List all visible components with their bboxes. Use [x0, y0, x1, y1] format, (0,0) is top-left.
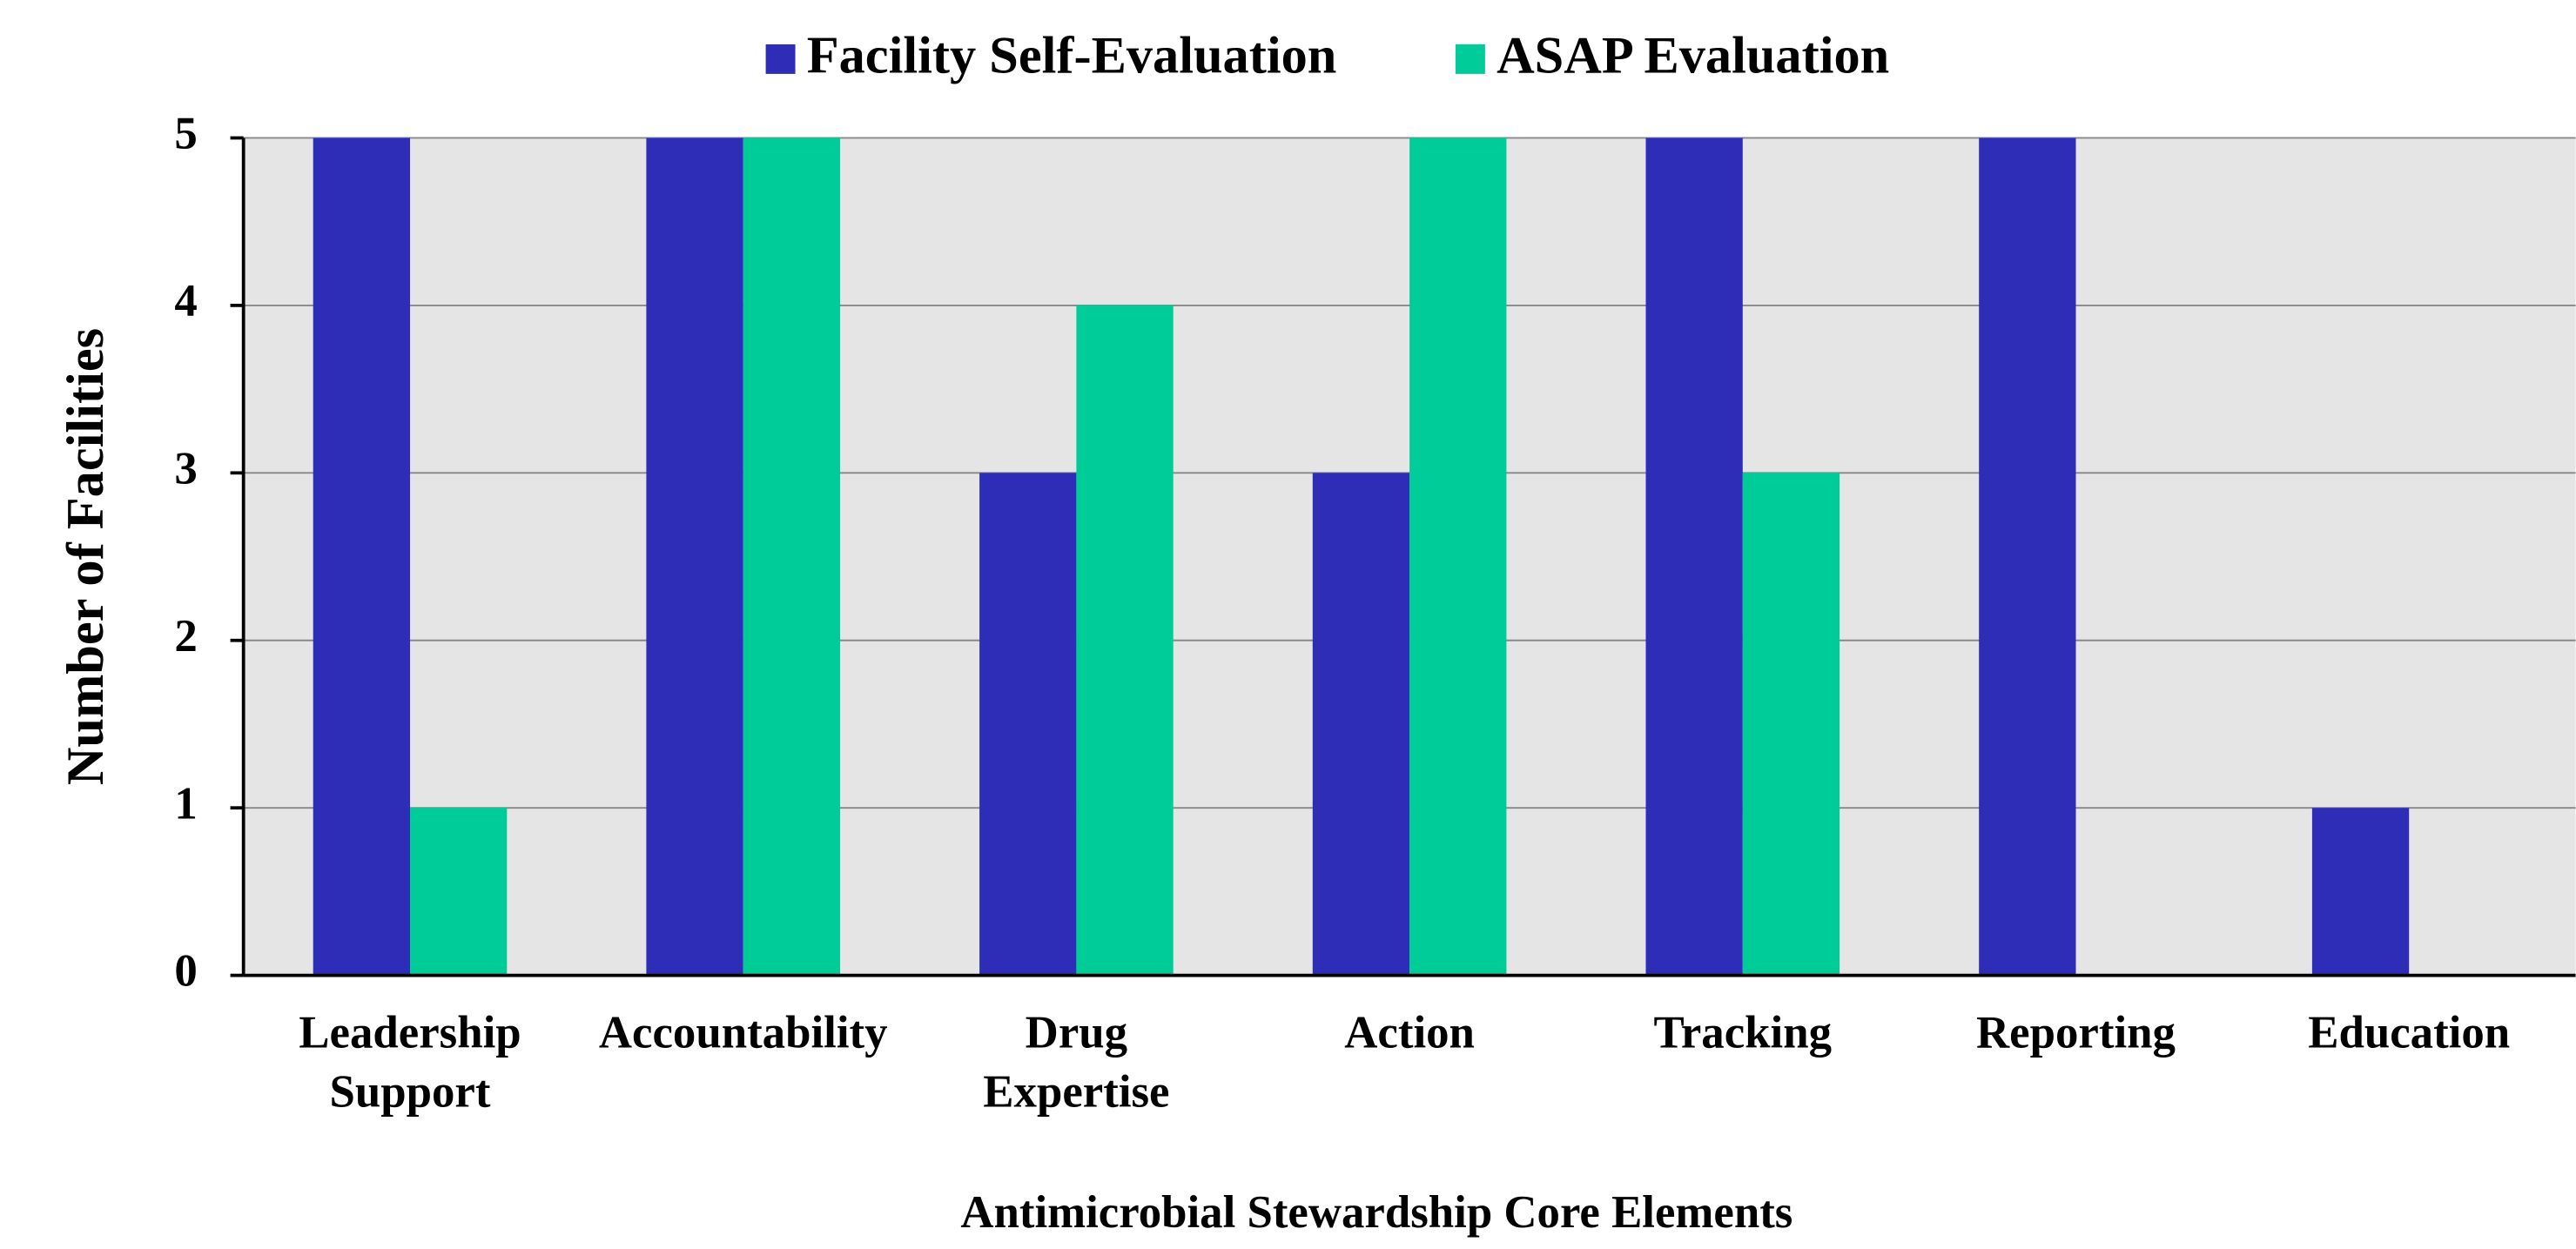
y-tick-label: 3: [174, 443, 197, 494]
bar: [1979, 138, 2076, 976]
x-tick-label-box: Accountability: [598, 1008, 888, 1059]
bar: [1409, 138, 1507, 976]
x-tick-label-box: Leadership Support: [299, 1008, 521, 1118]
bar: [1742, 473, 1840, 976]
bar: [410, 808, 508, 976]
bar: [743, 138, 841, 976]
x-tick-label: Drug Expertise: [983, 1008, 1170, 1118]
y-tick-label: 1: [174, 778, 197, 829]
bar: [646, 138, 743, 976]
x-tick-label: Action: [1344, 1008, 1475, 1059]
x-tick-label: Reporting: [1976, 1008, 2176, 1059]
bar: [1312, 473, 1410, 976]
x-tick-label: Leadership Support: [299, 1008, 521, 1118]
bar: [979, 473, 1077, 976]
bar: [2311, 808, 2410, 976]
legend-swatch: [765, 44, 796, 74]
bar: [1645, 138, 1743, 976]
bar: [1076, 305, 1174, 976]
x-tick-label: Tracking: [1653, 1008, 1833, 1059]
y-tick-label: 0: [174, 946, 197, 997]
x-tick-label-box: Education: [2308, 1008, 2511, 1059]
y-tick-label: 2: [174, 611, 197, 661]
legend-label: ASAP Evaluation: [1497, 27, 1889, 85]
y-tick-label: 5: [174, 109, 197, 159]
x-tick-label-box: Tracking: [1653, 1008, 1833, 1059]
x-axis-title: Antimicrobial Stewardship Core Elements: [960, 1187, 1792, 1238]
x-tick-label: Accountability: [598, 1008, 888, 1059]
y-axis-title: Number of Facilities: [57, 328, 115, 785]
x-tick-label-box: Drug Expertise: [983, 1008, 1170, 1118]
x-tick-label: Education: [2308, 1008, 2511, 1059]
y-tick-label: 4: [174, 276, 197, 326]
legend-swatch: [1455, 44, 1485, 74]
legend-label: Facility Self-Evaluation: [807, 27, 1337, 85]
bar: [313, 138, 411, 976]
x-tick-label-box: Action: [1344, 1008, 1475, 1059]
x-tick-label-box: Reporting: [1976, 1008, 2176, 1059]
